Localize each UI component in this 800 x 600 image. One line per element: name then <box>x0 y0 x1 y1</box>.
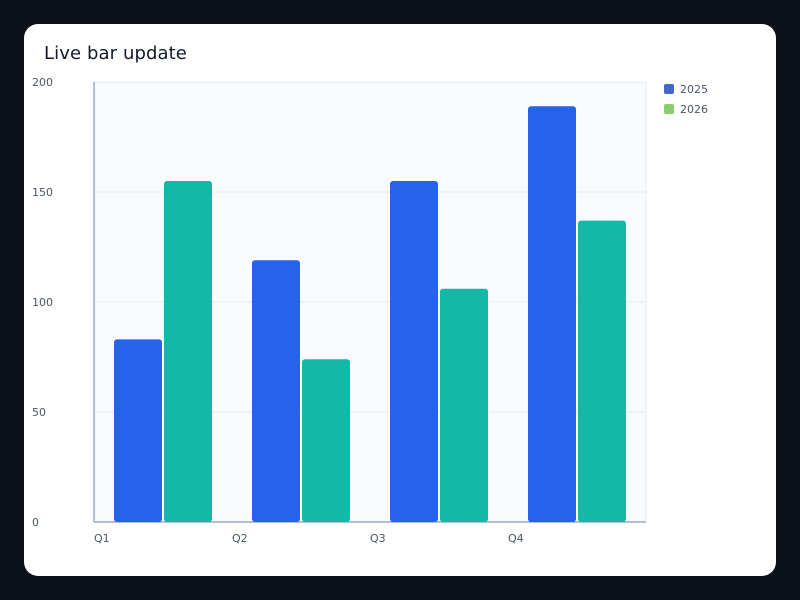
x-tick-label: Q4 <box>508 532 524 545</box>
x-tick-label: Q1 <box>94 532 110 545</box>
bar-2025-Q2 <box>252 260 300 522</box>
bar-2026-Q2 <box>302 359 350 522</box>
chart-card: Live bar update 0 50 100 150 200 Q1 Q2 Q3 Q4 2025… <box>24 24 776 576</box>
bar-2025-Q3 <box>390 181 438 522</box>
bar-2026-Q3 <box>440 288 488 522</box>
y-tick-label: 150 <box>32 186 53 199</box>
legend-swatch-2025 <box>664 84 674 94</box>
y-tick-label: 0 <box>32 516 39 529</box>
chart-title: Live bar update <box>44 43 187 64</box>
legend-label-2025: 2025 <box>680 83 708 96</box>
y-tick-label: 50 <box>32 406 46 419</box>
bar-2025-Q1 <box>114 339 162 522</box>
bar-2025-Q4 <box>528 106 576 522</box>
bar-chart: 0 50 100 150 200 Q1 Q2 Q3 Q4 2025 2026 <box>32 76 708 545</box>
legend-swatch-2026 <box>664 104 674 114</box>
y-tick-label: 100 <box>32 296 53 309</box>
x-tick-label: Q2 <box>232 532 248 545</box>
x-tick-label: Q3 <box>370 532 386 545</box>
legend-label-2026: 2026 <box>680 103 708 116</box>
bar-2026-Q1 <box>164 181 212 522</box>
bar-2026-Q4 <box>578 220 626 522</box>
y-tick-label: 200 <box>32 76 53 89</box>
